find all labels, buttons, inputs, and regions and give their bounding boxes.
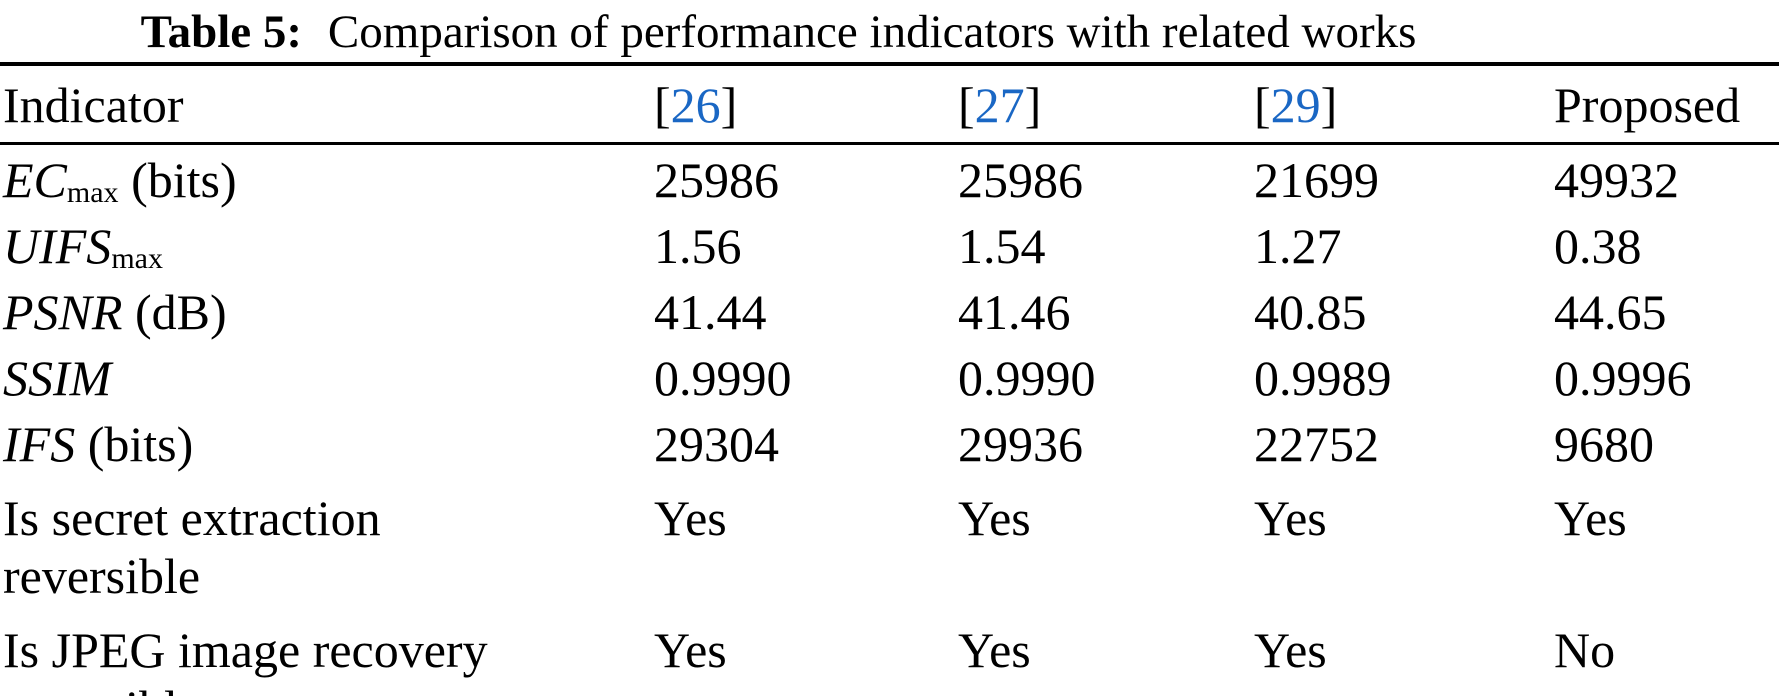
value-cell: Yes <box>1254 622 1327 678</box>
col-header-proposed: Proposed <box>1554 77 1741 133</box>
table-row-secret-extraction-reversible: Is secret extraction reversible Yes Yes … <box>0 481 1779 613</box>
row-label: PSNR (dB) <box>0 283 654 349</box>
value-cell: 21699 <box>1254 152 1379 208</box>
comparison-table: Indicator [26] [27] [29] Proposed ECmax … <box>0 62 1779 696</box>
bracket-close: ] <box>1320 77 1338 133</box>
col-header-ref-26: [26] <box>654 64 958 144</box>
value-cell: 44.65 <box>1554 284 1667 340</box>
table-row-ssim: SSIM 0.9990 0.9990 0.9989 0.9996 <box>0 349 1779 415</box>
value-cell: 22752 <box>1254 416 1379 472</box>
row-label: ECmax (bits) <box>0 144 654 218</box>
value-cell: 29936 <box>958 416 1083 472</box>
row-label: UIFSmax <box>0 217 654 283</box>
caption-text: Comparison of performance indicators wit… <box>327 6 1417 58</box>
citation-link-29[interactable]: 29 <box>1270 77 1321 133</box>
row-label-math: PSNR <box>3 284 123 340</box>
row-label-text: Is JPEG image recovery reversible <box>3 622 488 696</box>
bracket-open: [ <box>654 77 671 133</box>
table-caption: Table 5: Comparison of performance indica… <box>0 0 1557 59</box>
row-label-math: EC <box>3 152 67 208</box>
col-header-ref-27: [27] <box>958 64 1254 144</box>
row-label-subscript: max <box>111 241 163 275</box>
row-label: Is JPEG image recovery reversible <box>0 613 654 696</box>
citation-link-26[interactable]: 26 <box>670 77 721 133</box>
table-row-ifs: IFS (bits) 29304 29936 22752 9680 <box>0 415 1779 481</box>
value-cell: No <box>1554 622 1616 678</box>
bracket-open: [ <box>1254 77 1271 133</box>
value-cell: Yes <box>654 622 727 678</box>
value-cell: 25986 <box>654 152 779 208</box>
bracket-open: [ <box>958 77 975 133</box>
value-cell: Yes <box>1554 490 1627 546</box>
citation-link-27[interactable]: 27 <box>974 77 1025 133</box>
col-header-ref-29: [29] <box>1254 64 1554 144</box>
row-label-unit: (bits) <box>75 416 194 472</box>
row-label-math: IFS <box>3 416 76 472</box>
col-header-indicator: Indicator <box>3 77 184 133</box>
row-label-text: Is secret extraction reversible <box>3 490 381 604</box>
value-cell: 1.27 <box>1254 218 1342 274</box>
table-row-jpeg-recovery-reversible: Is JPEG image recovery reversible Yes Ye… <box>0 613 1779 696</box>
value-cell: 25986 <box>958 152 1083 208</box>
value-cell: 1.54 <box>958 218 1046 274</box>
value-cell: 0.9989 <box>1254 350 1392 406</box>
caption-tag: Table 5: <box>140 6 303 58</box>
value-cell: Yes <box>1254 490 1327 546</box>
value-cell: Yes <box>958 490 1031 546</box>
header-row: Indicator [26] [27] [29] Proposed <box>0 64 1779 144</box>
row-label-math: SSIM <box>3 350 112 406</box>
table-row-psnr: PSNR (dB) 41.44 41.46 40.85 44.65 <box>0 283 1779 349</box>
value-cell: 0.9990 <box>654 350 792 406</box>
row-label-subscript: max <box>66 175 119 209</box>
value-cell: 0.38 <box>1554 218 1642 274</box>
value-cell: 0.9990 <box>958 350 1096 406</box>
value-cell: 29304 <box>654 416 779 472</box>
value-cell: 40.85 <box>1254 284 1367 340</box>
value-cell: Yes <box>958 622 1031 678</box>
value-cell: 41.44 <box>654 284 767 340</box>
value-cell: 1.56 <box>654 218 742 274</box>
row-label: Is secret extraction reversible <box>0 481 654 613</box>
bracket-close: ] <box>720 77 738 133</box>
value-cell: 9680 <box>1554 416 1654 472</box>
value-cell: 0.9996 <box>1554 350 1692 406</box>
value-cell: Yes <box>654 490 727 546</box>
row-label: SSIM <box>0 349 654 415</box>
row-label: IFS (bits) <box>0 415 654 481</box>
table-row-ec-max: ECmax (bits) 25986 25986 21699 49932 <box>0 144 1779 218</box>
value-cell: 49932 <box>1554 152 1679 208</box>
table-row-uifs-max: UIFSmax 1.56 1.54 1.27 0.38 <box>0 217 1779 283</box>
bracket-close: ] <box>1024 77 1042 133</box>
row-label-math: UIFS <box>3 218 112 274</box>
row-label-unit: (bits) <box>118 152 237 208</box>
value-cell: 41.46 <box>958 284 1071 340</box>
row-label-unit: (dB) <box>122 284 227 340</box>
